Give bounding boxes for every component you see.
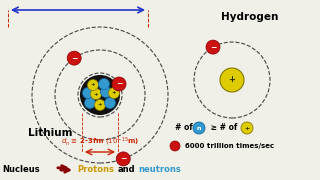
Text: +: + bbox=[112, 91, 116, 96]
Text: Protons: Protons bbox=[77, 165, 114, 174]
Text: 6000 trillion times/sec: 6000 trillion times/sec bbox=[185, 143, 274, 149]
Text: +: + bbox=[91, 82, 95, 87]
Ellipse shape bbox=[170, 141, 180, 151]
Text: neutrons: neutrons bbox=[138, 165, 181, 174]
Text: $d_{Atom}$ $\cong$ 1\AA: $d_{Atom}$ $\cong$ 1\AA bbox=[45, 0, 111, 3]
Ellipse shape bbox=[100, 87, 111, 98]
Ellipse shape bbox=[87, 80, 99, 91]
Text: −: − bbox=[210, 43, 216, 52]
Ellipse shape bbox=[112, 77, 126, 91]
Ellipse shape bbox=[220, 68, 244, 92]
Text: # of: # of bbox=[175, 123, 196, 132]
Ellipse shape bbox=[81, 76, 119, 114]
Ellipse shape bbox=[91, 89, 101, 100]
Ellipse shape bbox=[83, 87, 93, 98]
Ellipse shape bbox=[193, 122, 205, 134]
Ellipse shape bbox=[94, 100, 106, 111]
Text: −: − bbox=[71, 54, 77, 63]
Ellipse shape bbox=[116, 152, 130, 166]
Text: n: n bbox=[197, 125, 201, 130]
Ellipse shape bbox=[84, 98, 95, 109]
Text: ≥ # of: ≥ # of bbox=[208, 123, 240, 132]
Text: $d_n$$\cong$ 2-3fm $(10^{-15}$m): $d_n$$\cong$ 2-3fm $(10^{-15}$m) bbox=[61, 135, 139, 147]
Ellipse shape bbox=[206, 40, 220, 54]
Text: −: − bbox=[120, 154, 126, 163]
Ellipse shape bbox=[67, 51, 81, 65]
Ellipse shape bbox=[105, 98, 116, 109]
Text: +: + bbox=[244, 125, 250, 130]
Ellipse shape bbox=[241, 122, 253, 134]
Text: Hydrogen: Hydrogen bbox=[221, 12, 279, 22]
Ellipse shape bbox=[108, 87, 119, 98]
Text: −: − bbox=[116, 80, 122, 89]
Text: +: + bbox=[228, 75, 236, 84]
Text: Nucleus: Nucleus bbox=[2, 165, 40, 174]
Text: Lithium: Lithium bbox=[28, 128, 73, 138]
Text: +: + bbox=[94, 91, 98, 96]
Text: +: + bbox=[98, 102, 102, 107]
Text: and: and bbox=[118, 165, 136, 174]
Ellipse shape bbox=[99, 78, 109, 89]
